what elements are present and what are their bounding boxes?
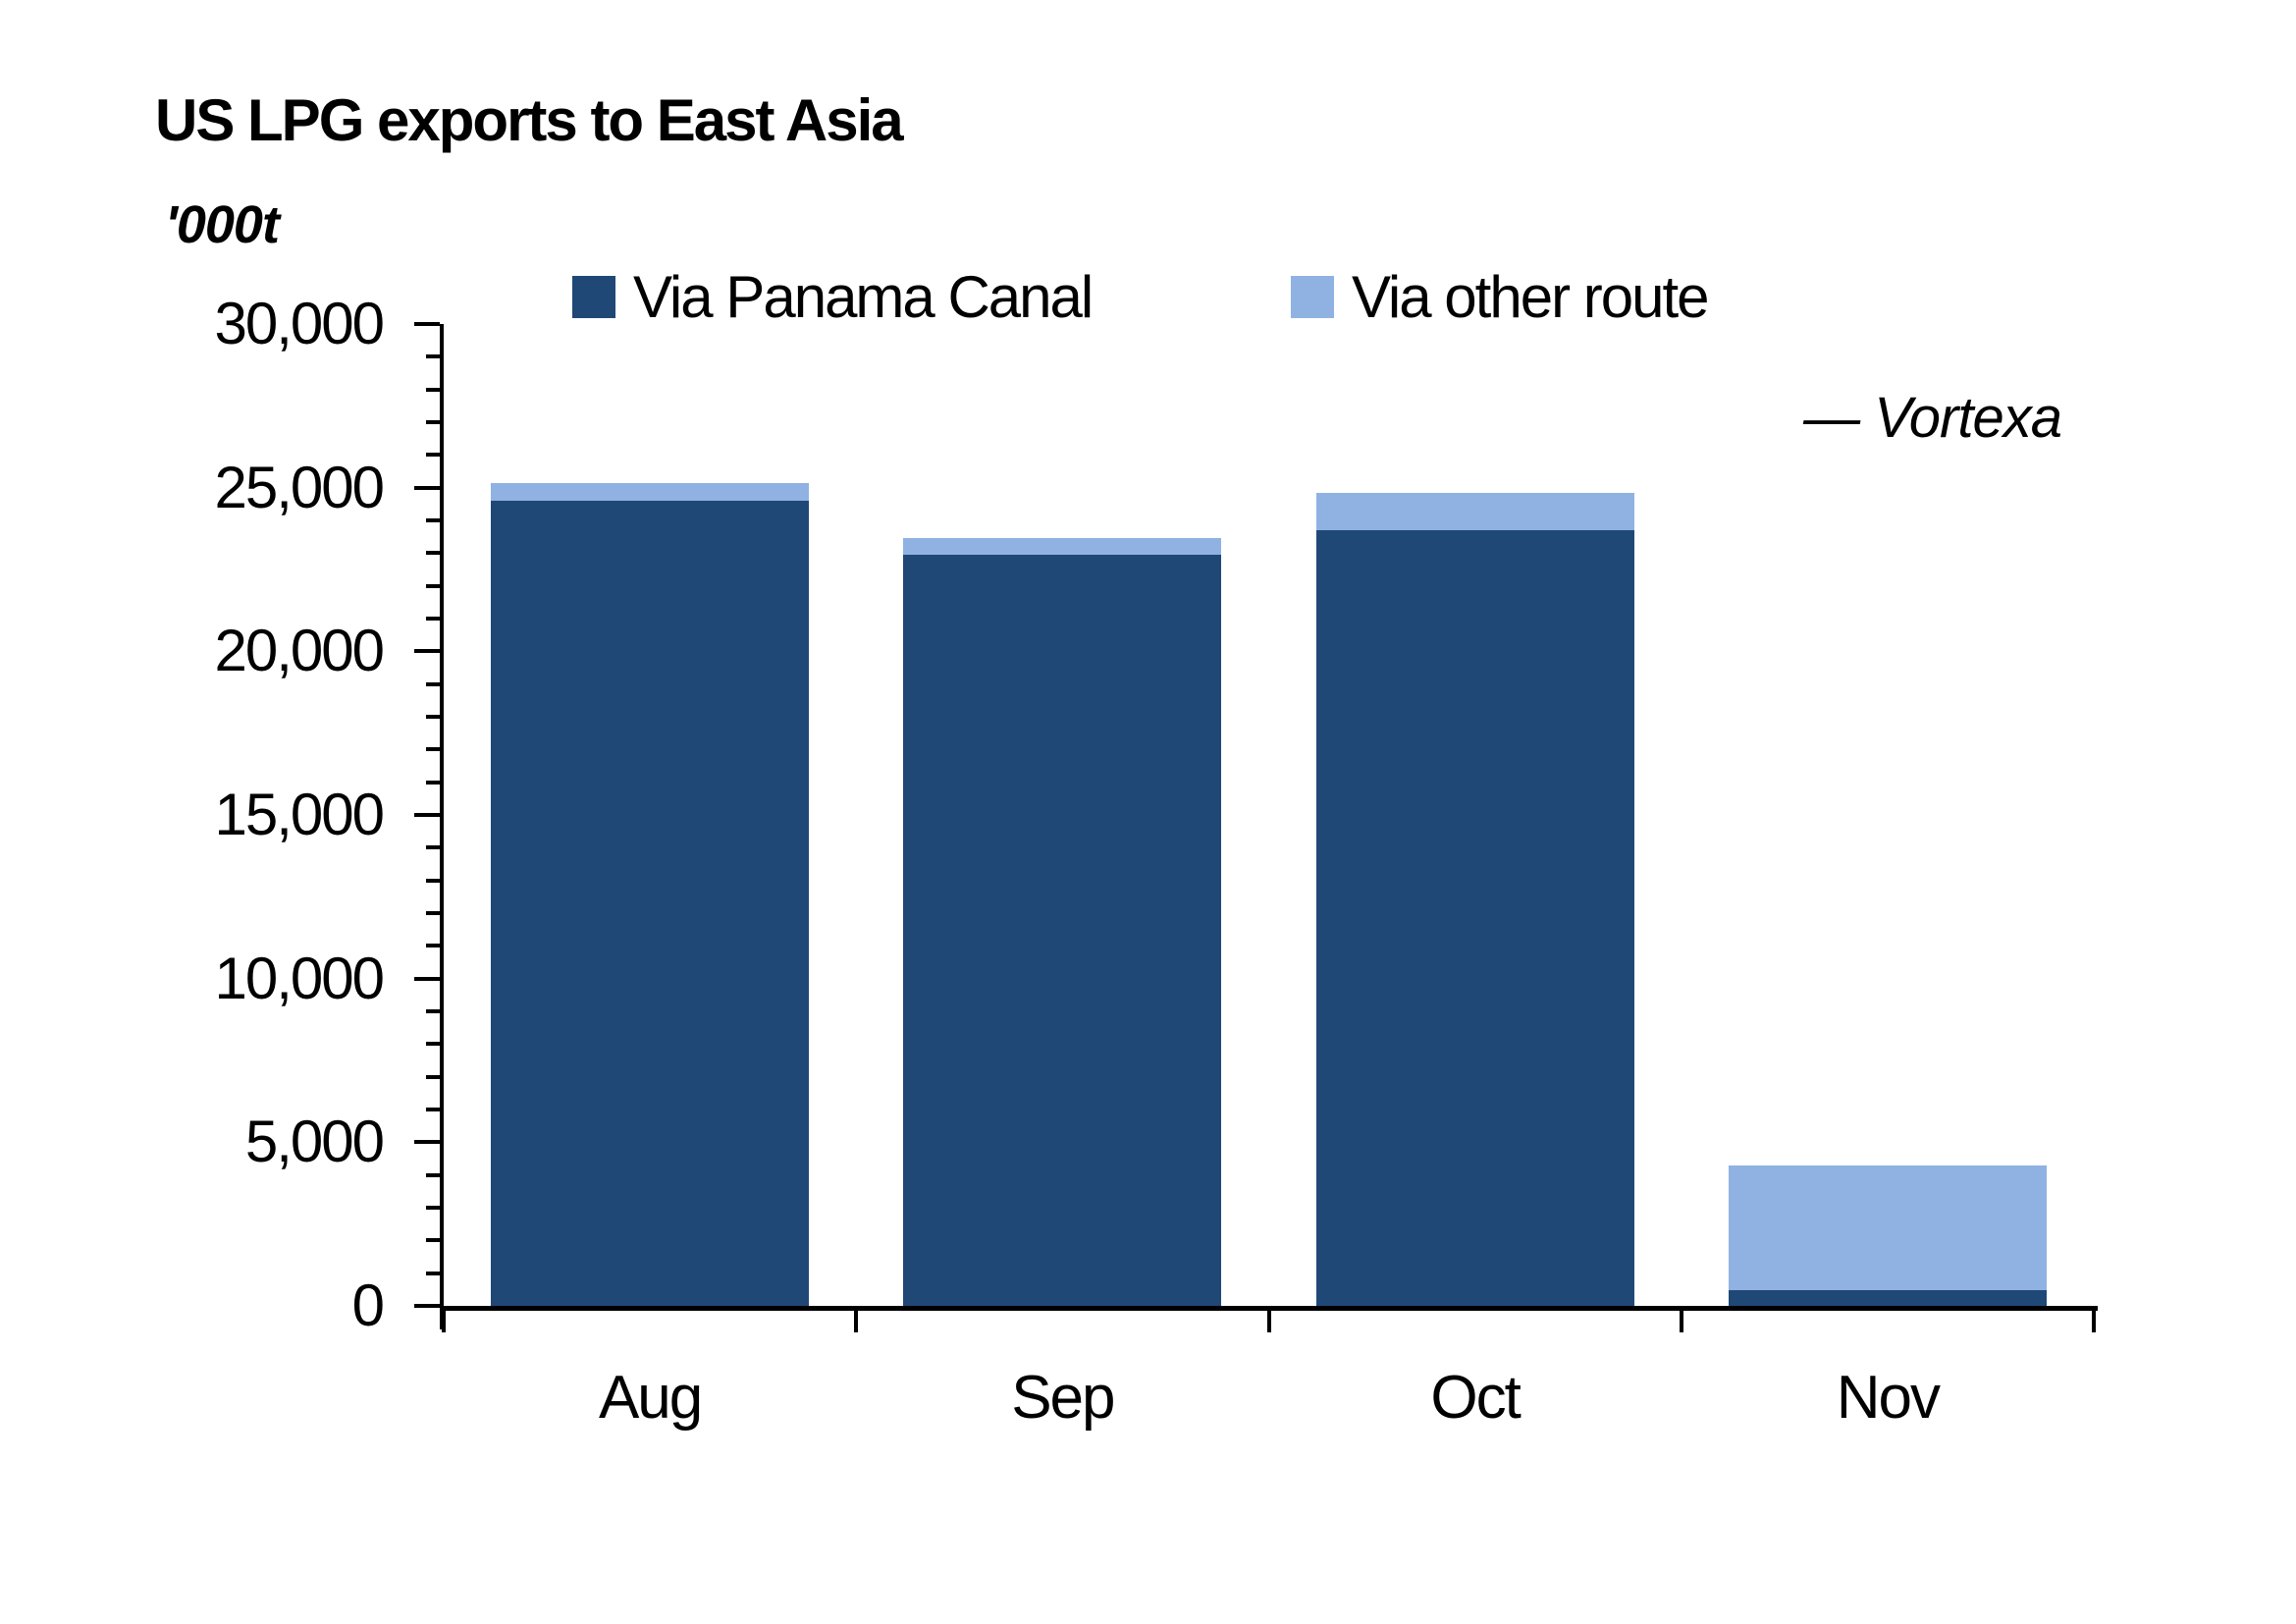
x-tick [2092,1311,2096,1332]
y-tick-minor [426,387,440,392]
y-tick-major [414,976,440,981]
y-tick-label: 15,000 [214,782,385,847]
y-tick-minor [426,911,440,915]
x-tick [1266,1311,1271,1332]
x-tick [442,1311,446,1332]
legend-label-via-panama-canal: Via Panama Canal [633,264,1094,330]
source-attribution: — Vortexa [1803,386,2062,450]
y-tick-minor [426,747,440,752]
x-category-label-aug: Aug [598,1364,703,1432]
chart-title: US LPG exports to East Asia [155,87,904,153]
y-tick-major [414,322,440,326]
y-tick-minor [426,1271,440,1275]
y-tick-minor [426,715,440,719]
y-axis-unit-label: '000t [165,195,280,254]
bar-segment-aug-via-panama-canal [491,501,810,1306]
legend-swatch-via-other-route [1291,276,1334,318]
y-tick-minor [426,1009,440,1013]
y-tick-minor [426,1206,440,1210]
y-tick-minor [426,1074,440,1079]
y-tick-minor [426,1172,440,1177]
y-tick-minor [426,878,440,883]
x-category-label-oct: Oct [1430,1364,1521,1432]
legend: Via Panama Canal Via other route [0,257,2296,330]
x-category-label-nov: Nov [1836,1364,1941,1432]
y-tick-minor [426,583,440,588]
y-tick-minor [426,780,440,785]
legend-label-via-other-route: Via other route [1352,264,1709,330]
bar-segment-oct-via-panama-canal [1315,530,1634,1306]
y-tick-label: 20,000 [214,618,385,684]
x-tick [854,1311,859,1332]
bar-segment-aug-via-other-route [491,482,810,501]
x-category-label-sep: Sep [1011,1364,1115,1432]
y-tick-label: 10,000 [214,945,385,1011]
y-tick-major [414,649,440,654]
y-axis-line [440,324,444,1329]
y-tick-minor [426,1108,440,1111]
legend-swatch-via-panama-canal [572,276,615,318]
x-tick [1679,1311,1683,1332]
y-tick-major [414,485,440,490]
y-tick-minor [426,1238,440,1243]
bar-segment-nov-via-other-route [1728,1165,2047,1290]
y-tick-minor [426,551,440,556]
y-tick-minor [426,420,440,424]
y-tick-minor [426,617,440,621]
y-tick-minor [426,453,440,458]
bar-segment-oct-via-other-route [1315,492,1634,530]
y-tick-minor [426,944,440,948]
bar-segment-sep-via-panama-canal [903,555,1222,1306]
bar-segment-sep-via-other-route [903,538,1222,555]
y-tick-label: 5,000 [244,1109,385,1175]
y-tick-major [414,813,440,817]
y-tick-major [414,1140,440,1145]
y-tick-minor [426,518,440,522]
y-tick-minor [426,354,440,359]
y-tick-label: 30,000 [214,291,385,356]
legend-item-via-panama-canal: Via Panama Canal [572,263,1094,331]
y-tick-major [414,1304,440,1308]
x-axis-line [440,1306,2098,1311]
y-tick-minor [426,845,440,850]
legend-item-via-other-route: Via other route [1291,263,1709,331]
bar-segment-nov-via-panama-canal [1728,1290,2047,1306]
y-tick-label: 0 [351,1272,385,1338]
y-tick-minor [426,681,440,686]
y-tick-minor [426,1042,440,1047]
y-tick-label: 25,000 [214,454,385,520]
